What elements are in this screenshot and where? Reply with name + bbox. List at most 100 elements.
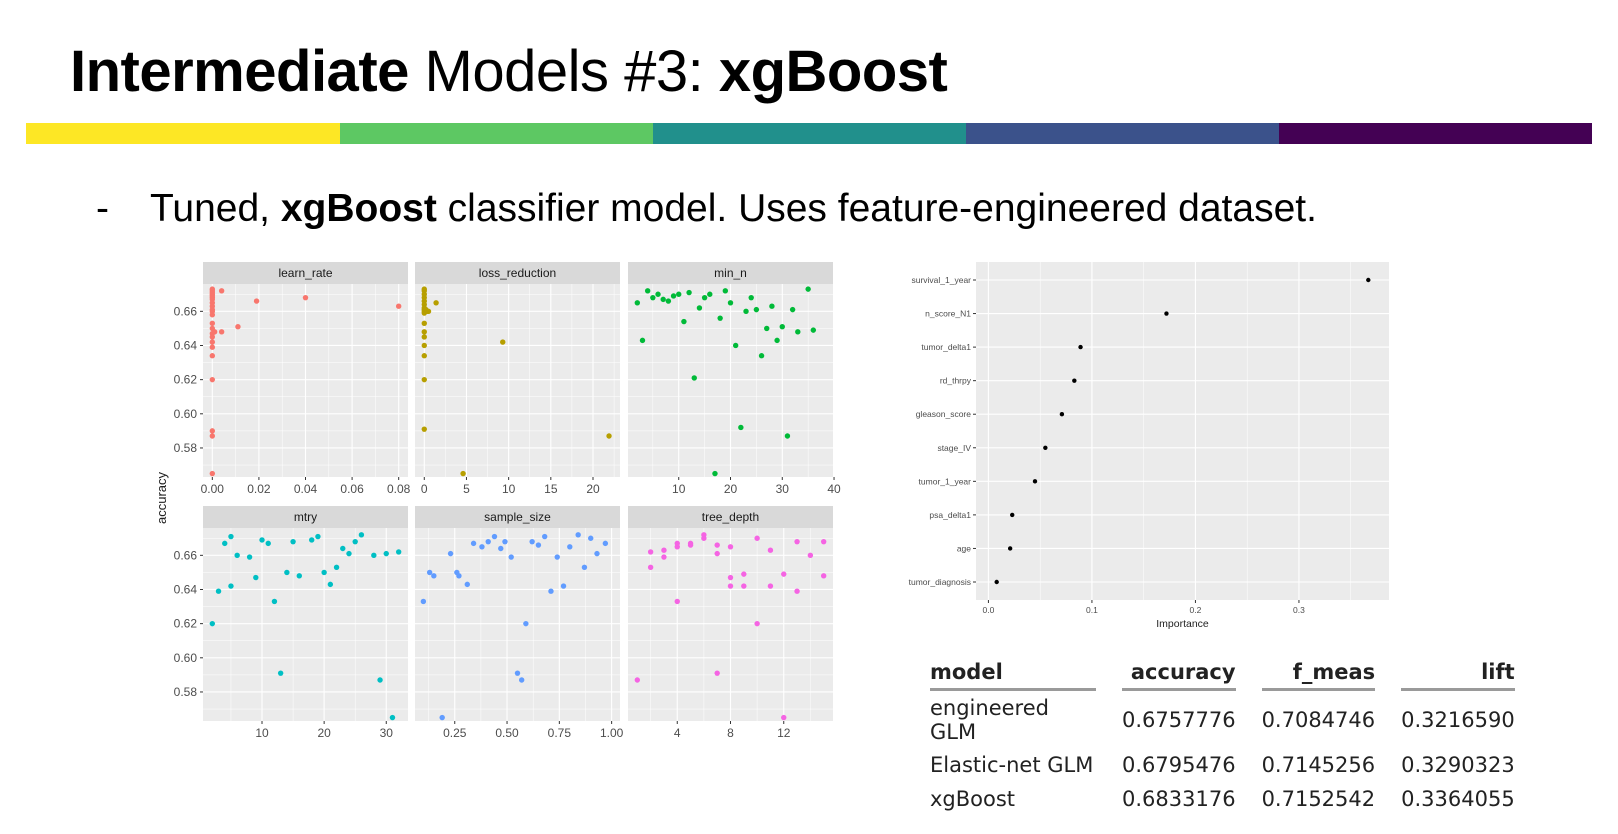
cell-model: xgBoost bbox=[930, 787, 1016, 811]
category-label: age bbox=[957, 543, 971, 553]
data-point bbox=[789, 306, 796, 313]
data-point bbox=[805, 286, 811, 292]
facet-label: learn_rate bbox=[278, 266, 332, 280]
data-point bbox=[795, 329, 801, 335]
facet-strip-sample_size bbox=[415, 506, 620, 528]
data-point bbox=[727, 544, 734, 550]
data-point bbox=[371, 552, 377, 559]
data-point bbox=[753, 306, 760, 313]
data-point bbox=[794, 588, 800, 594]
x-tick-label: 5 bbox=[463, 482, 470, 496]
x-tick-label: 8 bbox=[727, 726, 734, 740]
cell-lift: 0.3290323 bbox=[1401, 753, 1515, 777]
data-point bbox=[781, 714, 787, 721]
data-point bbox=[717, 315, 723, 321]
data-point bbox=[508, 554, 514, 560]
data-point bbox=[321, 569, 327, 576]
x-tick-label: 30 bbox=[776, 482, 790, 496]
title-middle: Models #3: bbox=[408, 39, 719, 104]
y-tick-label: 0.64 bbox=[174, 338, 198, 352]
x-tick-label: 0.04 bbox=[294, 482, 318, 496]
category-label: gleason_score bbox=[916, 409, 972, 419]
x-tick-label: 40 bbox=[827, 482, 841, 496]
cell-accuracy: 0.6833176 bbox=[1122, 787, 1236, 811]
data-point bbox=[491, 533, 498, 540]
data-point bbox=[727, 574, 734, 581]
data-point bbox=[265, 540, 271, 547]
x-tick-label: 0.0 bbox=[983, 605, 995, 615]
data-point bbox=[447, 550, 454, 557]
data-point bbox=[769, 303, 775, 309]
data-point bbox=[296, 573, 302, 579]
bullet-text-post: classifier model. Uses feature-engineere… bbox=[436, 187, 1317, 230]
facet-strip-loss_reduction bbox=[415, 262, 620, 284]
importance-point bbox=[994, 579, 999, 585]
cell-f-meas: 0.7084746 bbox=[1261, 708, 1376, 732]
table-row: Elastic-net GLM 0.6795476 0.7145256 0.32… bbox=[930, 747, 1515, 781]
y-axis-label: accuracy bbox=[154, 471, 169, 524]
data-point bbox=[594, 550, 600, 557]
table-row: xgBoost 0.6833176 0.7152542 0.3364055 bbox=[930, 781, 1515, 815]
data-point bbox=[732, 342, 739, 349]
data-point bbox=[722, 288, 729, 294]
importance-point bbox=[1032, 479, 1038, 484]
data-point bbox=[807, 552, 814, 559]
color-stripe-5 bbox=[1279, 123, 1592, 144]
data-point bbox=[209, 433, 216, 439]
x-tick-label: 0.08 bbox=[387, 482, 411, 496]
data-point bbox=[523, 620, 529, 627]
data-point bbox=[439, 714, 445, 721]
data-point bbox=[327, 581, 334, 588]
data-point bbox=[738, 424, 744, 431]
bullet-dash: - bbox=[96, 187, 109, 230]
data-point bbox=[209, 344, 216, 350]
data-point bbox=[389, 714, 396, 721]
data-point bbox=[686, 289, 692, 296]
data-point bbox=[500, 339, 506, 345]
data-point bbox=[696, 305, 703, 311]
cell-lift: 0.3364055 bbox=[1401, 787, 1515, 811]
cell-accuracy: 0.6757776 bbox=[1122, 708, 1236, 732]
data-point bbox=[541, 533, 548, 540]
data-point bbox=[743, 308, 749, 315]
data-point bbox=[479, 544, 485, 550]
facet-label: mtry bbox=[294, 510, 317, 524]
category-label: n_score_N1 bbox=[925, 309, 971, 319]
table-header-row: model accuracy f_meas lift bbox=[930, 656, 1515, 691]
importance-point bbox=[1366, 277, 1371, 283]
header-f-meas: f_meas bbox=[1261, 656, 1376, 691]
data-point bbox=[681, 318, 687, 325]
data-point bbox=[209, 339, 216, 345]
bullet-text-bold: xgBoost bbox=[280, 187, 437, 230]
color-stripe-4 bbox=[966, 123, 1279, 144]
data-point bbox=[235, 323, 241, 330]
data-point bbox=[660, 296, 666, 303]
data-point bbox=[567, 544, 573, 550]
data-point bbox=[575, 532, 581, 538]
x-tick-label: 0.3 bbox=[1293, 605, 1305, 615]
data-point bbox=[253, 298, 260, 304]
header-lift: lift bbox=[1401, 656, 1515, 691]
bullet-text: Tuned, xgBoost classifier model. Uses fe… bbox=[150, 186, 1317, 232]
data-point bbox=[727, 300, 734, 306]
color-stripe-1 bbox=[26, 123, 340, 144]
x-tick-label: 0.1 bbox=[1086, 605, 1098, 615]
x-tick-label: 10 bbox=[502, 482, 516, 496]
data-point bbox=[655, 291, 661, 297]
data-point bbox=[810, 327, 817, 333]
tuning-facet-chart: accuracy learn_rate 0.58 0.60 0.62 0.64 0.66 0.… bbox=[154, 262, 841, 740]
data-point bbox=[421, 353, 427, 359]
data-point bbox=[228, 583, 234, 589]
data-point bbox=[425, 308, 432, 315]
data-point bbox=[701, 294, 708, 301]
data-point bbox=[748, 294, 754, 301]
data-point bbox=[548, 588, 554, 594]
facet-label: min_n bbox=[714, 266, 747, 280]
x-tick-label: 30 bbox=[380, 726, 394, 740]
data-point bbox=[431, 573, 437, 579]
data-point bbox=[535, 542, 542, 548]
data-point bbox=[676, 291, 682, 297]
cell-f-meas: 0.7152542 bbox=[1261, 787, 1376, 811]
y-tick-label: 0.62 bbox=[174, 617, 198, 631]
color-stripe-2 bbox=[340, 123, 653, 144]
